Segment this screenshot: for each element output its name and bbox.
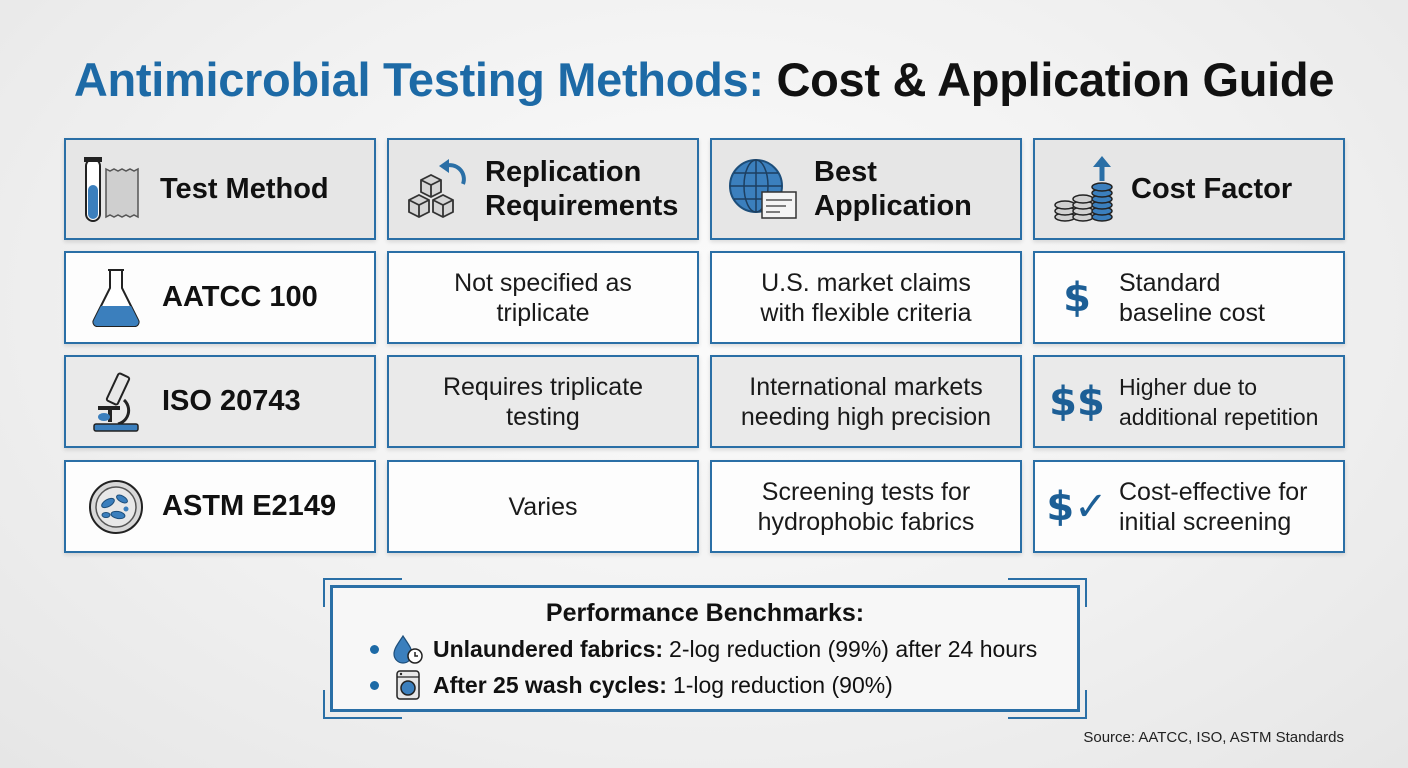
benchmark-label: Unlaundered fabrics: — [433, 635, 664, 662]
cell-text: U.S. market claims with flexible criteri… — [712, 268, 1020, 328]
text-line: needing high precision — [740, 402, 992, 431]
header-application: Best Application — [710, 138, 1022, 240]
text-line: Requires triplicate — [442, 372, 644, 401]
cost-cell: $ Standard baseline cost — [1033, 251, 1345, 344]
cost-cell: $✓ Cost-effective for initial screening — [1033, 460, 1345, 553]
replication-cell: Not specified as triplicate — [387, 251, 699, 344]
dollar-icon: $ — [1063, 274, 1091, 321]
microscope-icon — [90, 370, 142, 434]
petri-dish-icon — [88, 479, 144, 535]
text-line: with flexible criteria — [760, 298, 972, 327]
cell-text: Screening tests for hydrophobic fabrics — [712, 477, 1020, 537]
cubes-arrow-icon — [405, 156, 471, 222]
text-line: initial screening — [1119, 507, 1292, 536]
application-cell: International markets needing high preci… — [710, 355, 1022, 448]
globe-certificate-icon — [728, 156, 800, 222]
benchmarks-panel: Performance Benchmarks: Unlaundered fabr… — [322, 577, 1088, 720]
text-line: testing — [506, 402, 580, 431]
test-tube-fabric-icon — [82, 155, 146, 223]
method-name: ASTM E2149 — [162, 490, 337, 522]
source-note: Source: AATCC, ISO, ASTM Standards — [1083, 729, 1344, 746]
header-line: Application — [814, 190, 972, 222]
benchmark-item: After 25 wash cycles: 1-log reduction (9… — [370, 670, 893, 700]
water-drop-clock-icon — [391, 634, 425, 664]
benchmark-text: 1-log reduction (90%) — [672, 671, 893, 698]
cost-text: Cost-effective for initial screening — [1119, 477, 1308, 537]
cost-cell: $$ Higher due to additional repetition — [1033, 355, 1345, 448]
cell-text: Not specified as triplicate — [389, 268, 697, 328]
cell-text: Varies — [508, 492, 578, 521]
title-accent: Antimicrobial Testing Methods: — [73, 53, 764, 106]
text-line: U.S. market claims — [761, 268, 971, 297]
flask-icon — [90, 268, 142, 328]
header-replication: Replication Requirements — [387, 138, 699, 240]
header-label: Best Application — [814, 155, 972, 223]
text-line: Standard — [1119, 268, 1221, 297]
cost-text: Higher due to additional repetition — [1119, 372, 1318, 432]
benchmarks-corner-frame — [323, 578, 1087, 719]
header-line: Best — [814, 156, 877, 188]
cell-text: Requires triplicate testing — [389, 372, 697, 432]
replication-cell: Varies — [387, 460, 699, 553]
header-label: Replication Requirements — [485, 155, 678, 223]
replication-cell: Requires triplicate testing — [387, 355, 699, 448]
benchmark-item: Unlaundered fabrics: 2-log reduction (99… — [370, 634, 1037, 664]
double-dollar-icon: $$ — [1049, 378, 1105, 425]
cost-text: Standard baseline cost — [1119, 268, 1265, 328]
coins-arrow-icon — [1053, 155, 1115, 223]
benchmarks-frame — [330, 585, 1080, 712]
header-cost: Cost Factor — [1033, 138, 1345, 240]
text-line: Not specified as — [454, 268, 632, 297]
benchmark-label: After 25 wash cycles: — [433, 671, 667, 698]
header-line: Replication — [485, 156, 642, 188]
method-cell: ASTM E2149 — [64, 460, 376, 553]
method-name: ISO 20743 — [162, 385, 301, 417]
text-line: Higher due to — [1119, 373, 1258, 400]
text-line: additional repetition — [1119, 403, 1319, 430]
page-title: Antimicrobial Testing Methods: Cost & Ap… — [0, 52, 1408, 107]
header-label: Cost Factor — [1131, 173, 1293, 205]
header-test-method: Test Method — [64, 138, 376, 240]
washing-machine-icon — [391, 670, 425, 700]
text-line: Cost-effective for — [1119, 477, 1308, 506]
text-line: hydrophobic fabrics — [757, 507, 975, 536]
bullet-icon — [370, 644, 379, 654]
application-cell: U.S. market claims with flexible criteri… — [710, 251, 1022, 344]
method-cell: ISO 20743 — [64, 355, 376, 448]
bullet-icon — [370, 680, 379, 690]
method-name: AATCC 100 — [162, 281, 318, 313]
text-line: triplicate — [496, 298, 590, 327]
text-line: Screening tests for — [761, 477, 971, 506]
dollar-check-icon: $✓ — [1046, 483, 1108, 530]
header-line: Requirements — [485, 190, 679, 222]
benchmarks-title: Performance Benchmarks: — [545, 599, 865, 627]
header-label: Test Method — [160, 173, 329, 205]
application-cell: Screening tests for hydrophobic fabrics — [710, 460, 1022, 553]
title-rest: Cost & Application Guide — [776, 53, 1335, 106]
text-line: International markets — [749, 372, 983, 401]
method-cell: AATCC 100 — [64, 251, 376, 344]
text-line: baseline cost — [1119, 298, 1265, 327]
benchmark-text: 2-log reduction (99%) after 24 hours — [669, 635, 1038, 662]
cell-text: International markets needing high preci… — [712, 372, 1020, 432]
